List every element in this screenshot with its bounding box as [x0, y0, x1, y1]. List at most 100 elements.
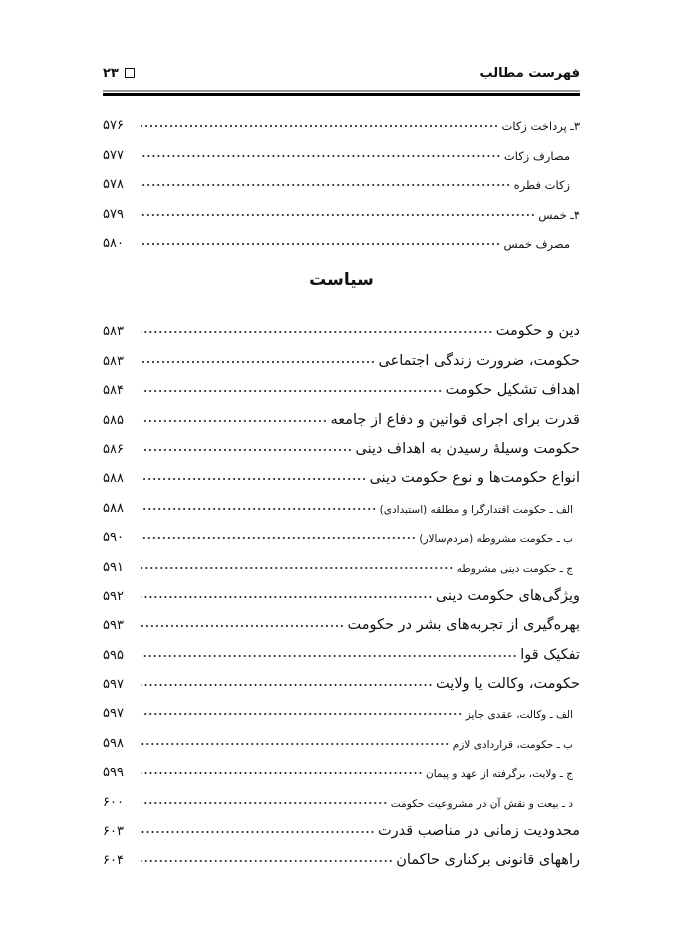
- toc-entry[interactable]: راههای قانونی برکناری حاکمان ۶۰۴: [103, 839, 580, 868]
- toc-entry[interactable]: ویژگی‌های حکومت دینی ۵۹۲: [103, 575, 580, 604]
- toc-entry-title: الف ـ حکومت اقتدارگرا و مطلقه (استبدادی): [379, 503, 573, 516]
- toc-entry[interactable]: مصرف خمس ۵۸۰: [103, 222, 580, 251]
- toc-entry-title: مصرف خمس: [503, 236, 570, 251]
- dot-leader: [141, 855, 394, 864]
- toc-entry[interactable]: ۳ـ پرداخت زکات ۵۷۶: [103, 104, 580, 133]
- dot-leader: [141, 326, 493, 335]
- toc-entry-page: ۵۷۷: [103, 147, 124, 163]
- toc-entry-page: ۵۷۸: [103, 177, 124, 193]
- toc-entry-title: حکومت، وکالت یا ولایت: [436, 676, 580, 693]
- toc-entry[interactable]: ب ـ حکومت، قراردادی لازم ۵۹۸: [103, 721, 580, 751]
- toc-entry[interactable]: زکات فطره ۵۷۸: [103, 163, 580, 192]
- dot-leader: [141, 649, 518, 658]
- toc-entry-title: حکومت وسیلهٔ رسیدن به اهداف دینی: [355, 440, 580, 457]
- toc-entry[interactable]: الف ـ حکومت اقتدارگرا و مطلقه (استبدادی)…: [103, 486, 580, 516]
- toc-entry[interactable]: ۴ـ خمس ۵۷۹: [103, 192, 580, 222]
- toc-entry-page: ۵۸۴: [103, 383, 124, 399]
- page-number: ۲۳: [103, 65, 119, 81]
- dot-leader: [141, 179, 511, 188]
- toc-entry-title: انواع حکومت‌ها و نوع حکومت دینی: [369, 470, 580, 487]
- toc-entry-title: راههای قانونی برکناری حاکمان: [396, 852, 580, 869]
- dot-leader: [141, 237, 501, 246]
- dot-leader: [141, 355, 376, 364]
- toc-entry-page: ۵۸۸: [103, 471, 124, 487]
- toc-entry-page: ۵۹۷: [103, 706, 124, 722]
- toc-entry-title: دین و حکومت: [495, 323, 580, 340]
- toc-entry-page: ۵۹۲: [103, 588, 124, 604]
- toc-entry-page: ۵۸۶: [103, 441, 124, 457]
- toc-entry[interactable]: مصارف زکات ۵۷۷: [103, 133, 580, 163]
- section-title: سیاست: [309, 270, 374, 290]
- toc-entry-page: ۵۹۱: [103, 559, 124, 575]
- toc-entry-title: زکات فطره: [513, 178, 570, 193]
- toc-entry[interactable]: تفکیک قوا ۵۹۵: [103, 633, 580, 663]
- toc-entry[interactable]: ب ـ حکومت مشروطه (مردم‌سالار) ۵۹۰: [103, 516, 580, 545]
- toc-entry-title: ۳ـ پرداخت زکات: [501, 119, 581, 134]
- dot-leader: [141, 149, 501, 158]
- dot-leader: [141, 414, 328, 423]
- toc-entry-title: ب ـ حکومت مشروطه (مردم‌سالار): [419, 533, 573, 546]
- toc-entry-page: ۵۸۳: [103, 324, 124, 340]
- toc-entry-page: ۵۹۵: [103, 647, 124, 663]
- toc-entry-title: بهره‌گیری از تجربه‌های بشر در حکومت: [347, 617, 580, 634]
- toc-entry[interactable]: حکومت وسیلهٔ رسیدن به اهداف دینی ۵۸۶: [103, 428, 580, 457]
- dot-leader: [141, 679, 434, 688]
- toc-entry[interactable]: ج ـ حکومت دینی مشروطه ۵۹۱: [103, 545, 580, 575]
- toc-entry-title: ویژگی‌های حکومت دینی: [435, 587, 580, 604]
- toc-entry-title: ج ـ ولایت، برگرفته از عهد و پیمان: [426, 768, 573, 781]
- toc-entry[interactable]: د ـ بیعت و نقش آن در مشروعیت حکومت ۶۰۰: [103, 780, 580, 810]
- dot-leader: [141, 796, 388, 805]
- toc-entry-page: ۶۰۰: [103, 794, 124, 810]
- toc-entry-page: ۵۸۰: [103, 235, 124, 251]
- toc-entry[interactable]: الف ـ وکالت، عقدی جایز ۵۹۷: [103, 692, 580, 721]
- toc-entry-title: ج ـ حکومت دینی مشروطه: [456, 562, 573, 575]
- toc-entry[interactable]: اهداف تشکیل حکومت ۵۸۴: [103, 369, 580, 398]
- header-rule-thin: [103, 90, 580, 92]
- toc-entry-title: تفکیک قوا: [520, 646, 580, 663]
- header-page: ۲۳: [103, 66, 135, 81]
- dot-leader: [141, 532, 417, 541]
- square-icon: [124, 68, 135, 78]
- toc-entry-title: ۴ـ خمس: [538, 207, 580, 222]
- toc-entry-page: ۵۹۰: [103, 530, 124, 546]
- toc-entry[interactable]: محدودیت زمانی در مناصب قدرت ۶۰۳: [103, 810, 580, 839]
- toc-group-politics: دین و حکومت ۵۸۳ حکومت، ضرورت زندگی اجتماعی…: [103, 310, 580, 868]
- toc-entry-title: الف ـ وکالت، عقدی جایز: [465, 709, 573, 722]
- toc-entry-page: ۵۹۳: [103, 618, 124, 634]
- dot-leader: [141, 561, 454, 570]
- toc-entry-page: ۵۹۷: [103, 677, 124, 693]
- toc-group-zakat: ۳ـ پرداخت زکات ۵۷۶ مصارف زکات ۵۷۷ زکات فطره ۵…: [103, 104, 580, 251]
- toc-entry[interactable]: حکومت، ضرورت زندگی اجتماعی ۵۸۳: [103, 339, 581, 369]
- toc-entry-page: ۵۸۵: [103, 412, 124, 428]
- running-header: فهرست مطالب ۲۳: [103, 62, 580, 84]
- toc-entry-title: ب ـ حکومت، قراردادی لازم: [452, 738, 573, 751]
- toc-entry-page: ۵۷۹: [103, 206, 124, 222]
- dot-leader: [141, 208, 536, 217]
- toc-entry[interactable]: دین و حکومت ۵۸۳: [103, 310, 580, 339]
- toc-entry-page: ۵۸۳: [103, 353, 124, 369]
- toc-entry[interactable]: انواع حکومت‌ها و نوع حکومت دینی ۵۸۸: [103, 457, 580, 486]
- dot-leader: [141, 443, 353, 452]
- toc-entry-title: قدرت برای اجرای قوانین و دفاع از جامعه: [330, 411, 580, 428]
- toc-entry[interactable]: قدرت برای اجرای قوانین و دفاع از جامعه ۵۸…: [103, 398, 580, 428]
- dot-leader: [141, 767, 424, 776]
- toc-entry[interactable]: ج ـ ولایت، برگرفته از عهد و پیمان ۵۹۹: [103, 751, 580, 780]
- dot-leader: [141, 473, 367, 482]
- toc-entry-page: ۵۹۹: [103, 765, 124, 781]
- header-title: فهرست مطالب: [479, 65, 581, 81]
- toc-entry-title: محدودیت زمانی در مناصب قدرت: [378, 823, 580, 840]
- toc-entry-page: ۵۷۶: [103, 118, 124, 134]
- dot-leader: [141, 737, 450, 746]
- dot-leader: [141, 385, 443, 394]
- dot-leader: [141, 590, 433, 599]
- dot-leader: [141, 620, 345, 629]
- toc-entry-page: ۶۰۳: [103, 824, 124, 840]
- header-rule-thick: [103, 93, 580, 96]
- toc-entry[interactable]: حکومت، وکالت یا ولایت ۵۹۷: [103, 663, 580, 692]
- dot-leader: [141, 708, 463, 717]
- toc-entry-title: حکومت، ضرورت زندگی اجتماعی: [378, 352, 581, 369]
- toc-entry-title: مصارف زکات: [503, 148, 570, 163]
- toc-entry[interactable]: بهره‌گیری از تجربه‌های بشر در حکومت ۵۹۳: [103, 604, 580, 633]
- toc-entry-title: د ـ بیعت و نقش آن در مشروعیت حکومت: [390, 797, 573, 810]
- dot-leader: [141, 502, 377, 511]
